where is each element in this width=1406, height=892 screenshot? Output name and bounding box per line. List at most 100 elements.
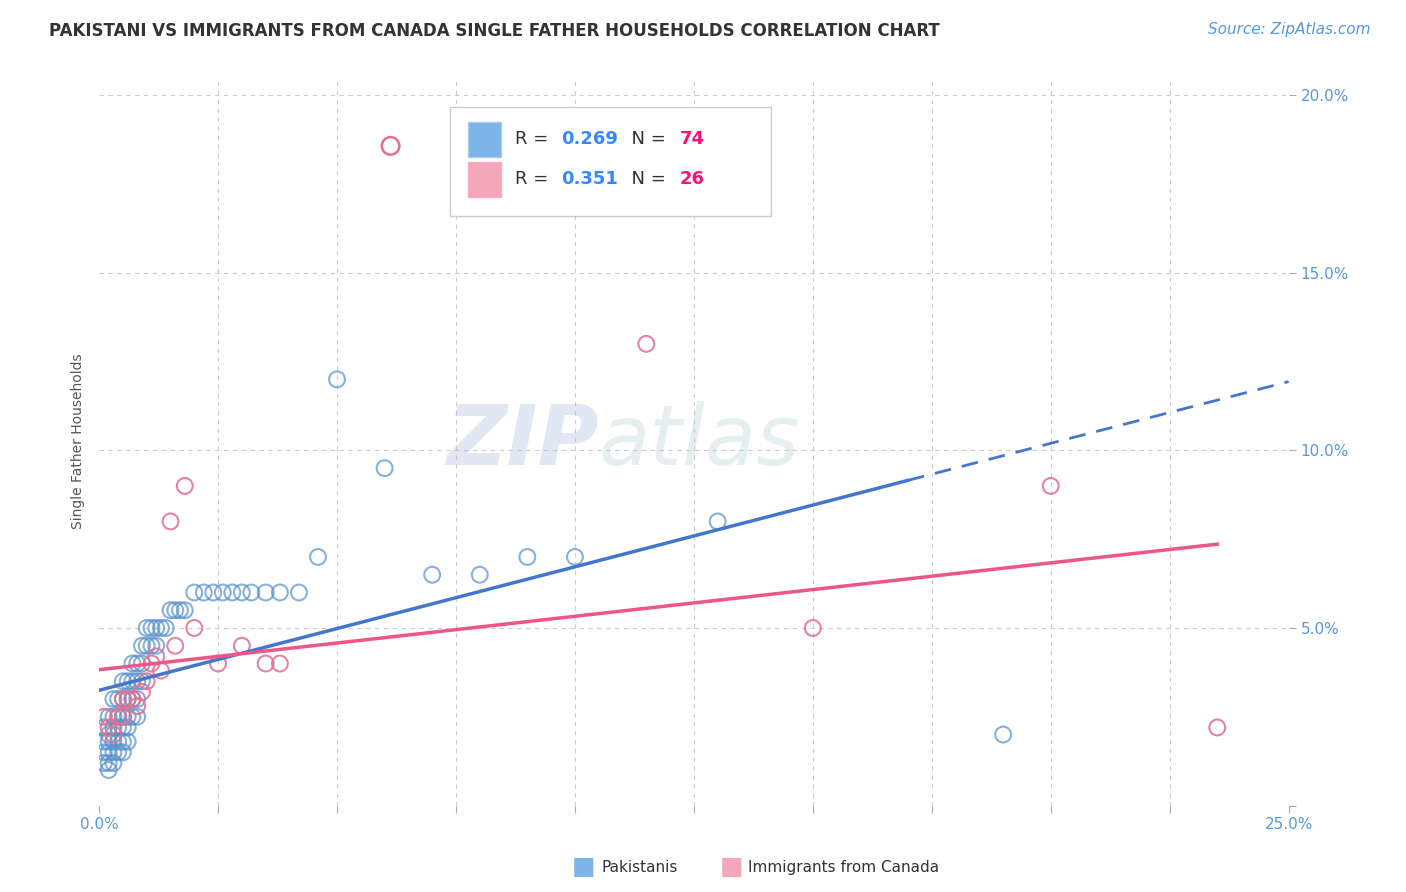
- Point: [103, 692, 125, 706]
- Point: [240, 585, 263, 599]
- Point: [97, 756, 120, 770]
- Text: ■: ■: [572, 855, 595, 879]
- Point: [193, 585, 215, 599]
- Point: [103, 721, 125, 735]
- Point: [127, 699, 149, 714]
- Point: [111, 692, 134, 706]
- Point: [991, 727, 1014, 741]
- Point: [135, 639, 157, 653]
- Point: [111, 734, 134, 748]
- Point: [117, 734, 139, 748]
- Point: [141, 657, 163, 671]
- Point: [149, 664, 172, 678]
- Point: [173, 603, 195, 617]
- Point: [159, 603, 181, 617]
- Point: [103, 745, 125, 759]
- Point: [127, 657, 149, 671]
- Point: [107, 745, 129, 759]
- Point: [165, 603, 187, 617]
- Point: [564, 549, 586, 564]
- Point: [254, 585, 277, 599]
- Point: [636, 336, 658, 351]
- Text: 0.351: 0.351: [561, 170, 617, 188]
- Point: [121, 710, 143, 724]
- Point: [103, 727, 125, 741]
- Point: [288, 585, 311, 599]
- FancyBboxPatch shape: [468, 162, 501, 197]
- Point: [103, 756, 125, 770]
- Point: [117, 692, 139, 706]
- Point: [131, 657, 153, 671]
- Point: [93, 756, 115, 770]
- Point: [211, 585, 233, 599]
- Point: [1039, 479, 1062, 493]
- Point: [117, 710, 139, 724]
- Point: [93, 710, 115, 724]
- Point: [221, 585, 243, 599]
- Point: [207, 657, 229, 671]
- Text: Source: ZipAtlas.com: Source: ZipAtlas.com: [1208, 22, 1371, 37]
- Point: [127, 674, 149, 689]
- Point: [269, 585, 291, 599]
- Point: [111, 710, 134, 724]
- Point: [145, 639, 167, 653]
- Text: ■: ■: [720, 855, 742, 879]
- Point: [97, 763, 120, 777]
- Point: [1206, 721, 1229, 735]
- Point: [117, 692, 139, 706]
- FancyBboxPatch shape: [468, 122, 501, 157]
- Point: [801, 621, 824, 635]
- Point: [103, 734, 125, 748]
- Point: [97, 734, 120, 748]
- Point: [155, 621, 177, 635]
- Text: R =: R =: [516, 170, 554, 188]
- Point: [269, 657, 291, 671]
- Point: [111, 745, 134, 759]
- Point: [131, 685, 153, 699]
- Point: [121, 692, 143, 706]
- Point: [135, 621, 157, 635]
- Point: [107, 692, 129, 706]
- Point: [374, 461, 396, 475]
- Point: [93, 734, 115, 748]
- Point: [107, 710, 129, 724]
- Text: N =: N =: [620, 170, 672, 188]
- Point: [127, 710, 149, 724]
- Point: [145, 621, 167, 635]
- Text: ZIP: ZIP: [446, 401, 599, 482]
- Text: R =: R =: [516, 130, 554, 148]
- Text: Pakistanis: Pakistanis: [602, 860, 678, 874]
- Point: [121, 692, 143, 706]
- Point: [141, 621, 163, 635]
- Point: [149, 621, 172, 635]
- Y-axis label: Single Father Households: Single Father Households: [72, 354, 86, 529]
- Point: [93, 745, 115, 759]
- Point: [107, 710, 129, 724]
- Point: [97, 745, 120, 759]
- Point: [135, 674, 157, 689]
- Point: [254, 657, 277, 671]
- Text: 74: 74: [679, 130, 704, 148]
- Point: [141, 639, 163, 653]
- Point: [307, 549, 329, 564]
- Point: [97, 727, 120, 741]
- Point: [516, 549, 538, 564]
- Point: [121, 674, 143, 689]
- Point: [111, 674, 134, 689]
- Point: [121, 657, 143, 671]
- Point: [145, 649, 167, 664]
- Point: [326, 372, 349, 386]
- FancyBboxPatch shape: [450, 106, 772, 216]
- Point: [165, 639, 187, 653]
- Point: [169, 603, 191, 617]
- Text: Immigrants from Canada: Immigrants from Canada: [748, 860, 939, 874]
- Text: PAKISTANI VS IMMIGRANTS FROM CANADA SINGLE FATHER HOUSEHOLDS CORRELATION CHART: PAKISTANI VS IMMIGRANTS FROM CANADA SING…: [49, 22, 941, 40]
- Point: [159, 515, 181, 529]
- Point: [117, 721, 139, 735]
- Point: [231, 585, 253, 599]
- Point: [131, 674, 153, 689]
- Point: [131, 639, 153, 653]
- Point: [111, 710, 134, 724]
- Point: [173, 479, 195, 493]
- Point: [127, 692, 149, 706]
